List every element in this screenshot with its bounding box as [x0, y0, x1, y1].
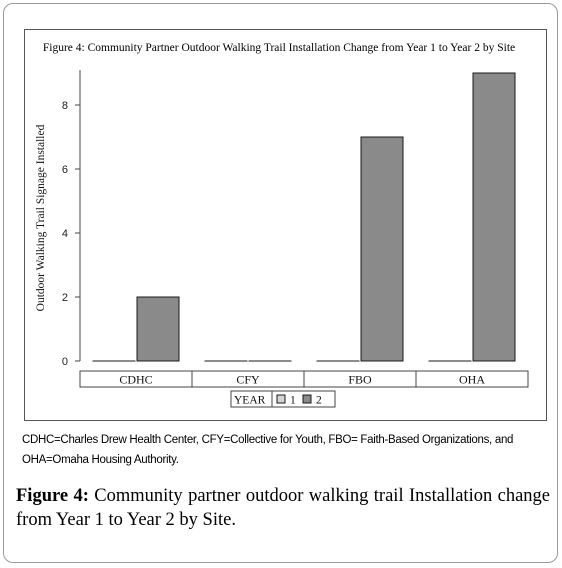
y-tick-label: 0 [62, 356, 68, 368]
y-axis: 0 2 4 6 8 [62, 70, 81, 368]
bar-oha-year-2 [472, 72, 516, 362]
caption-label: Figure 4: [16, 486, 89, 506]
category-label-cdhc: CDHC [119, 373, 152, 387]
category-label-fbo: FBO [348, 373, 372, 387]
legend-swatch-year-1 [276, 394, 286, 404]
legend-label-year-2: 2 [316, 395, 322, 407]
y-axis-title: Outdoor Walking Trail Signage Installed [35, 124, 47, 311]
legend: YEAR 1 2 [230, 390, 336, 408]
legend-swatch-year-2 [302, 394, 312, 404]
figure-panel [3, 3, 558, 563]
legend-label-year-1: 1 [290, 395, 296, 407]
footnote: CDHC=Charles Drew Health Center, CFY=Col… [22, 434, 514, 466]
chart-title: Figure 4: Community Partner Outdoor Walk… [42, 42, 516, 54]
category-label-oha: OHA [459, 373, 485, 387]
bar-series-group [92, 72, 516, 362]
y-tick-label: 8 [62, 100, 68, 112]
figure-caption: Figure 4: Community partner outdoor walk… [16, 484, 550, 532]
legend-title: YEAR [234, 395, 266, 407]
y-tick-label: 6 [62, 164, 68, 176]
caption-text: Community partner outdoor walking trail … [16, 486, 550, 530]
chart-border [24, 29, 547, 421]
y-tick-label: 2 [62, 292, 68, 304]
category-label-cfy: CFY [236, 373, 260, 387]
bar-fbo-year-2 [360, 136, 404, 362]
y-tick-label: 4 [62, 228, 68, 240]
category-axis: CDHC CFY FBO OHA [79, 370, 529, 388]
bar-cdhc-year-2 [136, 296, 180, 362]
